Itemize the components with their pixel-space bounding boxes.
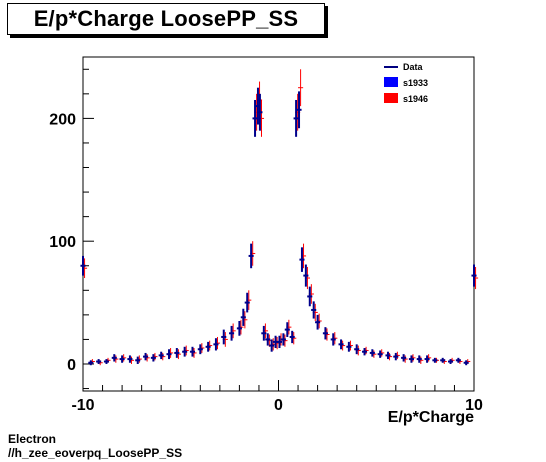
data-point bbox=[338, 339, 344, 350]
data-point bbox=[377, 350, 383, 358]
data-point bbox=[244, 292, 250, 313]
data-point bbox=[307, 286, 313, 307]
data-point bbox=[103, 359, 110, 364]
data-point bbox=[408, 355, 414, 363]
data-point bbox=[166, 349, 172, 360]
footer-label-electron: Electron bbox=[8, 432, 57, 446]
x-tick-label: 0 bbox=[274, 397, 283, 414]
data-point bbox=[346, 341, 352, 352]
data-point bbox=[471, 264, 477, 287]
legend-label-s1933: s1933 bbox=[403, 78, 428, 88]
data-point bbox=[455, 357, 461, 363]
legend-label-s1946: s1946 bbox=[403, 94, 428, 104]
data-point bbox=[221, 329, 227, 345]
data-point bbox=[361, 348, 368, 356]
y-tick-label: 100 bbox=[49, 234, 76, 251]
chart-title-box: E/p*Charge LoosePP_SS bbox=[7, 3, 325, 35]
data-point bbox=[276, 335, 283, 349]
legend-swatch-s1933 bbox=[384, 77, 398, 87]
data-point bbox=[447, 359, 454, 364]
data-point bbox=[248, 243, 254, 269]
data-point bbox=[88, 360, 94, 366]
data-point bbox=[354, 344, 360, 355]
data-point bbox=[385, 351, 391, 360]
data-point bbox=[240, 308, 246, 326]
data-point bbox=[205, 341, 211, 352]
data-point bbox=[284, 322, 290, 337]
data-point bbox=[174, 348, 180, 358]
data-point bbox=[265, 333, 271, 346]
data-point bbox=[315, 314, 321, 330]
data-point bbox=[440, 357, 446, 363]
x-axis-label: E/p*Charge bbox=[387, 409, 474, 426]
data-point bbox=[330, 333, 336, 346]
data-point bbox=[280, 333, 286, 346]
data-point bbox=[289, 330, 295, 344]
data-point bbox=[401, 354, 407, 362]
data-point bbox=[257, 93, 263, 131]
footer-label-histogram-path: //h_zee_eoverpq_LoosePP_SS bbox=[8, 446, 183, 460]
data-point bbox=[213, 338, 219, 351]
data-point bbox=[150, 354, 156, 362]
data-point bbox=[424, 355, 430, 363]
data-point bbox=[261, 325, 267, 341]
data-point bbox=[311, 301, 317, 319]
legend-label-data: Data bbox=[403, 62, 424, 72]
plot-frame bbox=[82, 56, 475, 392]
data-point bbox=[416, 355, 422, 363]
legend: Data s1933 s1946 bbox=[384, 62, 428, 104]
data-point bbox=[96, 359, 102, 364]
data-point bbox=[296, 91, 302, 129]
data-point bbox=[293, 99, 299, 137]
y-tick-label: 200 bbox=[49, 111, 76, 128]
data-point bbox=[463, 360, 469, 366]
chart-title: E/p*Charge LoosePP_SS bbox=[33, 6, 299, 31]
data-point bbox=[322, 327, 328, 340]
data-point bbox=[369, 349, 375, 357]
data-point bbox=[252, 99, 258, 137]
data-point bbox=[158, 351, 164, 360]
x-tick-label: 10 bbox=[465, 397, 483, 414]
data-series bbox=[80, 69, 479, 366]
axis-ticks bbox=[82, 68, 475, 391]
data-point bbox=[298, 69, 304, 107]
data-point bbox=[143, 352, 149, 361]
data-point bbox=[303, 264, 309, 287]
data-point bbox=[127, 355, 133, 363]
data-point bbox=[80, 255, 86, 276]
data-point bbox=[236, 321, 242, 336]
legend-swatch-s1946 bbox=[384, 93, 398, 103]
data-point bbox=[269, 339, 275, 352]
data-point bbox=[135, 356, 141, 364]
data-point bbox=[299, 247, 305, 272]
y-tick-label: 0 bbox=[67, 357, 76, 374]
data-point bbox=[119, 355, 125, 363]
data-point bbox=[197, 344, 203, 355]
data-point bbox=[393, 352, 399, 361]
data-point bbox=[111, 354, 117, 362]
data-point bbox=[189, 346, 196, 357]
data-point bbox=[229, 325, 235, 341]
data-point bbox=[432, 357, 438, 363]
series-s1933 bbox=[80, 87, 477, 366]
data-point bbox=[182, 346, 188, 357]
x-tick-label: -10 bbox=[71, 397, 94, 414]
